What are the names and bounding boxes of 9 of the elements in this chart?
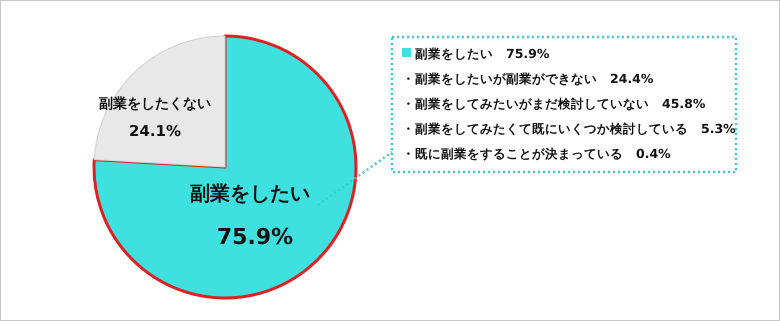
text: ・副業をしてみたいがまだ検討していない 45.8% [402,96,706,111]
data-label: 75.9% [216,225,294,250]
text: ・副業をしたいが副業ができない 24.4% [402,71,654,86]
slice-label: 副業をしたくない [99,96,211,112]
data-label: 24.1% [128,122,182,140]
text: 副業をしたい 75.9% [415,46,550,61]
text: ・副業をしてみたくて既にいくつか検討している 5.3% [402,121,736,136]
text: ・既に副業をすることが決まっている 0.4% [402,146,672,161]
slice-label: 副業をしたい [190,181,310,205]
